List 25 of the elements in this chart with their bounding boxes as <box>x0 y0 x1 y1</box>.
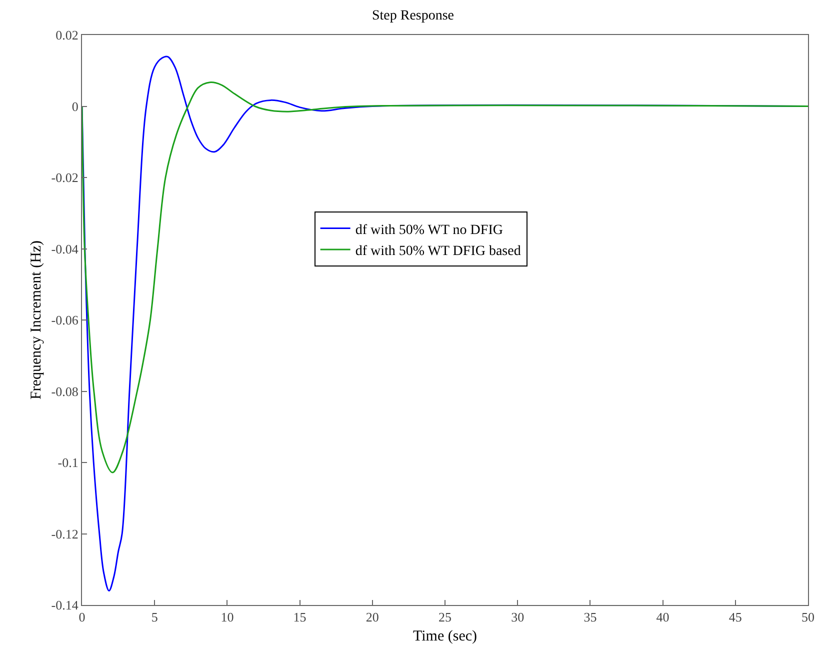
legend-label: df with 50% WT DFIG based <box>355 244 521 259</box>
x-axis-title: Time (sec) <box>412 628 478 645</box>
x-tick-label: 5 <box>151 610 158 625</box>
line-series <box>82 82 808 474</box>
y-tick-label: -0.14 <box>51 598 79 613</box>
y-tick-label: -0.1 <box>58 455 78 470</box>
legend-label: df with 50% WT no DFIG <box>355 222 503 238</box>
y-axis-title: Frequency Increment (Hz) <box>28 240 45 400</box>
y-tick-label: 0.02 <box>56 28 78 43</box>
x-tick-label: 20 <box>366 610 379 625</box>
y-tick-label: 0 <box>72 98 78 114</box>
chart-title: Step Response <box>372 8 454 24</box>
y-tick-label: -0.12 <box>51 526 78 542</box>
x-tick-label: 45 <box>728 610 742 625</box>
y-tick-label: -0.06 <box>51 312 79 328</box>
y-tick-label: -0.02 <box>51 170 78 186</box>
x-tick-label: 40 <box>656 610 670 625</box>
x-tick-label: 10 <box>220 610 234 625</box>
x-tick-label: 15 <box>293 610 306 625</box>
x-tick-label: 30 <box>511 610 524 625</box>
x-tick-label: 35 <box>584 610 597 625</box>
y-tick-label: -0.08 <box>51 384 78 399</box>
x-tick-label: 50 <box>802 610 814 625</box>
x-tick-label: 25 <box>438 610 452 625</box>
y-tick-label: -0.04 <box>51 241 79 256</box>
